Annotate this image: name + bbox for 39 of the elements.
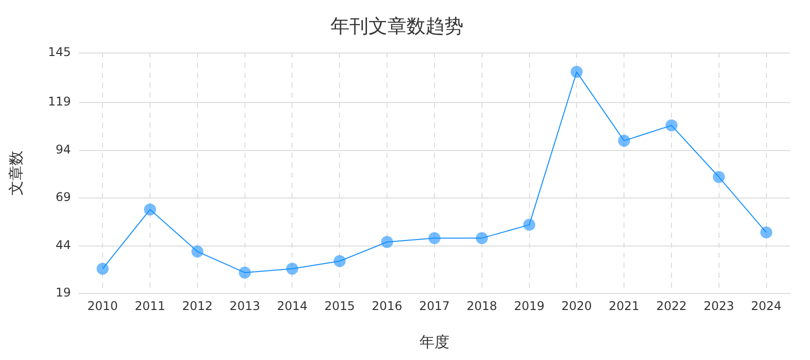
- x-tick-label: 2015: [324, 298, 355, 313]
- y-tick-label: 94: [56, 142, 71, 156]
- x-tick-label: 2020: [561, 298, 592, 313]
- y-tick-label: 119: [48, 94, 71, 109]
- point: [523, 218, 536, 231]
- x-tick-label: 2024: [751, 298, 782, 313]
- x-tick-label: 2011: [134, 298, 166, 313]
- point: [286, 262, 298, 275]
- x-tick-label: 2016: [372, 298, 402, 313]
- point: [476, 232, 488, 244]
- point: [760, 226, 772, 238]
- point: [712, 171, 725, 184]
- x-tick-label: 2018: [466, 298, 498, 313]
- y-tick-label: 44: [56, 238, 71, 252]
- point: [334, 255, 346, 268]
- point: [96, 262, 109, 275]
- x-tick-label: 2010: [87, 298, 118, 313]
- x-tick-label: 2021: [608, 298, 640, 313]
- x-axis-title: 年度: [419, 332, 450, 351]
- x-tick-label: 2022: [656, 298, 687, 313]
- x-tick-label: 2023: [704, 298, 734, 313]
- point: [428, 232, 440, 244]
- point: [191, 246, 204, 258]
- chart-title: 年刊文章数趋势: [330, 15, 464, 38]
- y-tick-label: 69: [56, 190, 71, 204]
- point: [144, 204, 156, 216]
- x-tick-label: 2019: [514, 298, 545, 313]
- x-tick-label: 2012: [182, 298, 213, 313]
- point: [238, 266, 251, 279]
- x-tick-label: 2014: [276, 298, 308, 313]
- y-tick-label: 19: [56, 286, 71, 300]
- point: [381, 236, 394, 248]
- point: [618, 134, 630, 147]
- point: [570, 66, 583, 78]
- y-axis-title: 文章数: [6, 150, 25, 196]
- x-tick-label: 2017: [419, 298, 450, 313]
- x-tick-label: 2013: [230, 298, 260, 313]
- y-tick-label: 145: [48, 44, 71, 59]
- point: [665, 119, 678, 132]
